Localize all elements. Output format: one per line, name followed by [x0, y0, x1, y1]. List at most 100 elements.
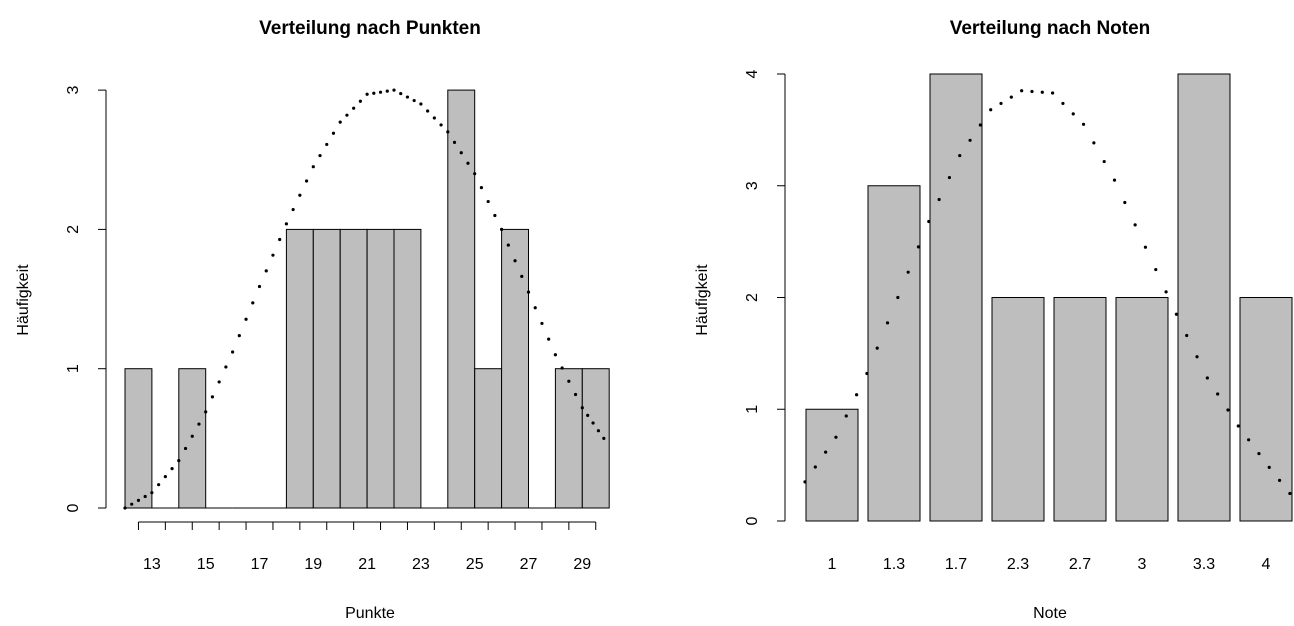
curve-dot-punkte-57: [506, 243, 510, 247]
curve-dot-noten-26: [1071, 112, 1075, 116]
bar-noten-1.7: [929, 73, 983, 522]
normal-curve-punkte: [123, 88, 606, 510]
curve-dot-noten-43: [1247, 438, 1251, 442]
curve-dot-punkte-10: [190, 434, 194, 438]
curve-dot-punkte-33: [345, 113, 349, 117]
curve-dot-noten-25: [1061, 101, 1065, 106]
curve-dot-punkte-54: [486, 199, 490, 204]
chart-punkte: Verteilung nach Punkten Punkte Häufigkei…: [15, 18, 610, 622]
curve-dot-noten-7: [875, 346, 879, 350]
x-axis-label-punkte: Punkte: [345, 605, 395, 622]
curve-dot-noten-45: [1267, 465, 1271, 469]
bar-punkte-15: [178, 368, 207, 509]
x-tick-label-punkte-13: 13: [143, 556, 161, 573]
x-tick-label-noten-1.3: 1.3: [883, 556, 905, 573]
x-tick-label-punkte-29: 29: [573, 556, 591, 573]
curve-dot-punkte-49: [452, 140, 457, 144]
curve-dot-noten-27: [1081, 122, 1086, 126]
curve-dot-noten-47: [1288, 491, 1292, 496]
curve-dot-punkte-7: [170, 467, 174, 471]
curve-dot-noten-10: [906, 270, 910, 274]
bar-punkte-19: [285, 228, 314, 509]
x-tick-label-punkte-21: 21: [358, 556, 376, 573]
bars-noten: 1 1.3 1.7 2.3 2.7 3 3.3 4: [805, 73, 1293, 573]
curve-dot-noten-8: [885, 321, 890, 325]
bars-punkte: [124, 89, 610, 509]
curve-dot-punkte-40: [392, 88, 396, 92]
curve-dot-punkte-64: [553, 353, 558, 357]
curve-dot-noten-5: [854, 393, 859, 397]
bar-punkte-27: [501, 228, 530, 509]
curve-dot-punkte-4: [150, 491, 154, 495]
x-tick-label-punkte-19: 19: [304, 556, 322, 573]
curve-dot-punkte-62: [540, 321, 544, 326]
curve-dot-punkte-36: [365, 92, 369, 96]
chart-title-punkte: Verteilung nach Punkten: [259, 18, 481, 39]
curve-dot-punkte-24: [284, 222, 288, 226]
curve-dot-noten-33: [1143, 245, 1148, 249]
curve-dot-punkte-28: [311, 165, 315, 169]
curve-dot-noten-3: [834, 435, 838, 439]
curve-dot-punkte-65: [560, 366, 564, 370]
curve-dot-noten-12: [927, 219, 931, 224]
bar-punkte-20: [312, 228, 341, 509]
curve-dot-punkte-67: [573, 392, 578, 397]
curve-dot-punkte-35: [358, 99, 362, 103]
curve-dot-punkte-25: [291, 207, 295, 212]
curve-dot-noten-31: [1123, 200, 1127, 205]
curve-dot-punkte-16: [231, 350, 235, 354]
curve-dot-punkte-44: [419, 102, 423, 106]
curve-dot-punkte-6: [163, 475, 167, 479]
curve-dot-punkte-37: [372, 91, 376, 95]
curve-dot-noten-14: [947, 175, 952, 180]
x-tick-label-noten-4: 4: [1262, 556, 1271, 573]
x-tick-label-noten-1.7: 1.7: [945, 556, 967, 573]
y-axis-label-punkte: Häufigkeit: [15, 264, 32, 336]
curve-dot-punkte-38: [378, 90, 383, 94]
curve-dot-noten-11: [916, 245, 921, 249]
bar-noten-1: [805, 408, 859, 522]
bar-punkte-26: [474, 368, 503, 509]
curve-dot-noten-28: [1092, 141, 1096, 145]
x-tick-label-punkte-15: 15: [197, 556, 215, 573]
curve-dot-punkte-31: [331, 131, 336, 135]
curve-dot-noten-21: [1020, 89, 1024, 93]
curve-dot-noten-18: [989, 108, 993, 112]
bar-noten-4: [1239, 297, 1293, 522]
x-tick-label-punkte-25: 25: [466, 556, 484, 573]
curve-dot-punkte-13: [210, 395, 215, 399]
bar-noten-2.3: [991, 297, 1045, 522]
curve-dot-punkte-22: [271, 253, 275, 257]
curve-dot-punkte-32: [338, 120, 342, 124]
curve-dot-noten-4: [844, 414, 848, 418]
x-tick-label-noten-2.3: 2.3: [1007, 556, 1029, 573]
curve-dot-noten-46: [1277, 478, 1282, 482]
curve-dot-noten-39: [1205, 376, 1209, 380]
x-tick-label-noten-2.7: 2.7: [1069, 556, 1091, 573]
curve-dot-noten-16: [968, 138, 972, 142]
curve-dot-punkte-11: [197, 422, 201, 426]
curve-dot-punkte-39: [385, 89, 389, 93]
curve-dot-punkte-18: [244, 317, 248, 321]
bar-punkte-21: [339, 228, 368, 509]
curve-dot-punkte-15: [224, 365, 228, 369]
curve-dot-punkte-19: [251, 301, 255, 305]
curve-dot-noten-44: [1257, 451, 1261, 456]
curve-dot-punkte-58: [513, 259, 517, 263]
curve-dot-punkte-20: [257, 284, 262, 289]
curve-dot-punkte-12: [204, 410, 208, 414]
y-axis-label-noten: Häufigkeit: [694, 264, 711, 336]
curve-dot-noten-29: [1102, 159, 1106, 164]
curve-dot-punkte-2: [136, 498, 141, 502]
curve-dot-punkte-14: [217, 380, 221, 384]
bar-noten-1.3: [867, 185, 921, 522]
y-axis-noten: 0 1 2 3 4: [744, 69, 786, 525]
x-axis-punkte: 13 15 17 19 21 23 25 27 29: [137, 521, 597, 573]
y-tick-label-punkte-0: 0: [65, 503, 82, 512]
bar-noten-3.3: [1177, 73, 1231, 522]
curve-dot-punkte-29: [318, 153, 322, 158]
bar-punkte-29: [554, 368, 583, 509]
curve-dot-punkte-26: [298, 193, 302, 197]
curve-dot-noten-41: [1226, 408, 1230, 412]
